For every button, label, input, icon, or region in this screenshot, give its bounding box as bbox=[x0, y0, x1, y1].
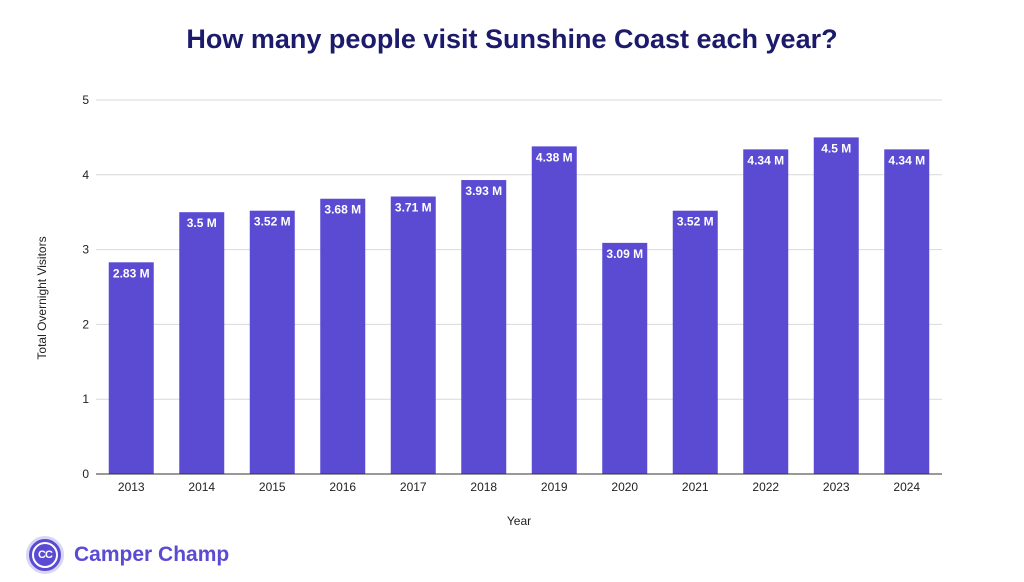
x-tick-label: 2022 bbox=[752, 480, 779, 494]
bar-value-label: 3.68 M bbox=[324, 203, 361, 217]
bar-2013 bbox=[108, 262, 154, 474]
bars bbox=[108, 137, 930, 475]
bar-value-label: 4.38 M bbox=[536, 150, 573, 164]
bar-value-label: 3.93 M bbox=[465, 184, 502, 198]
x-axis-title: Year bbox=[507, 514, 531, 528]
x-tick-label: 2017 bbox=[400, 480, 427, 494]
y-tick-label: 3 bbox=[82, 243, 89, 257]
y-tick-label: 2 bbox=[82, 317, 89, 331]
logo-monogram: CC bbox=[32, 542, 58, 568]
x-tick-label: 2014 bbox=[188, 480, 215, 494]
bar-value-label: 3.5 M bbox=[187, 216, 217, 230]
y-tick-label: 5 bbox=[82, 93, 89, 107]
y-tick-label: 0 bbox=[82, 467, 89, 481]
bar-value-label: 4.5 M bbox=[821, 141, 851, 155]
x-tick-label: 2021 bbox=[682, 480, 709, 494]
x-tick-label: 2018 bbox=[470, 480, 497, 494]
bar-value-label: 2.83 M bbox=[113, 266, 150, 280]
bar-value-label: 4.34 M bbox=[747, 153, 784, 167]
bar-value-label: 3.52 M bbox=[254, 215, 291, 229]
x-tick-label: 2023 bbox=[823, 480, 850, 494]
brand-footer: CC Camper Champ bbox=[26, 536, 229, 574]
y-tick-label: 4 bbox=[82, 168, 89, 182]
bar-2022 bbox=[743, 149, 789, 475]
bar-2016 bbox=[320, 198, 366, 474]
bar-2023 bbox=[813, 137, 859, 474]
y-tick-labels: 0 1 2 3 4 5 bbox=[82, 93, 89, 481]
bar-value-labels: 2.83 M 3.5 M 3.52 M 3.68 M 3.71 M 3.93 M 4.38 … bbox=[113, 141, 925, 280]
x-tick-label: 2015 bbox=[259, 480, 286, 494]
bar-2018 bbox=[461, 180, 507, 474]
bar-2014 bbox=[179, 212, 225, 474]
x-tick-label: 2013 bbox=[118, 480, 145, 494]
gridlines bbox=[96, 99, 942, 400]
bar-2017 bbox=[390, 196, 436, 474]
bar-value-label: 3.09 M bbox=[606, 247, 643, 261]
bar-2021 bbox=[672, 210, 718, 475]
bar-value-label: 3.71 M bbox=[395, 200, 432, 214]
bar-value-label: 4.34 M bbox=[888, 153, 925, 167]
bar-value-label: 3.52 M bbox=[677, 215, 714, 229]
x-tick-label: 2024 bbox=[893, 480, 920, 494]
x-tick-labels: 2013 2014 2015 2016 2017 2018 2019 2020 2021 2022… bbox=[118, 480, 921, 494]
x-tick-label: 2016 bbox=[329, 480, 356, 494]
bar-2019 bbox=[531, 146, 577, 474]
brand-name: Camper Champ bbox=[74, 543, 230, 566]
chart-title: How many people visit Sunshine Coast eac… bbox=[186, 24, 838, 54]
bar-2024 bbox=[884, 149, 930, 475]
x-tick-label: 2019 bbox=[541, 480, 568, 494]
bar-2015 bbox=[249, 210, 295, 475]
y-tick-label: 1 bbox=[82, 392, 89, 406]
camper-champ-logo-icon: CC bbox=[26, 536, 64, 574]
y-axis-title: Total Overnight Visitors bbox=[35, 236, 49, 359]
bar-2020 bbox=[602, 242, 648, 474]
x-tick-label: 2020 bbox=[611, 480, 638, 494]
